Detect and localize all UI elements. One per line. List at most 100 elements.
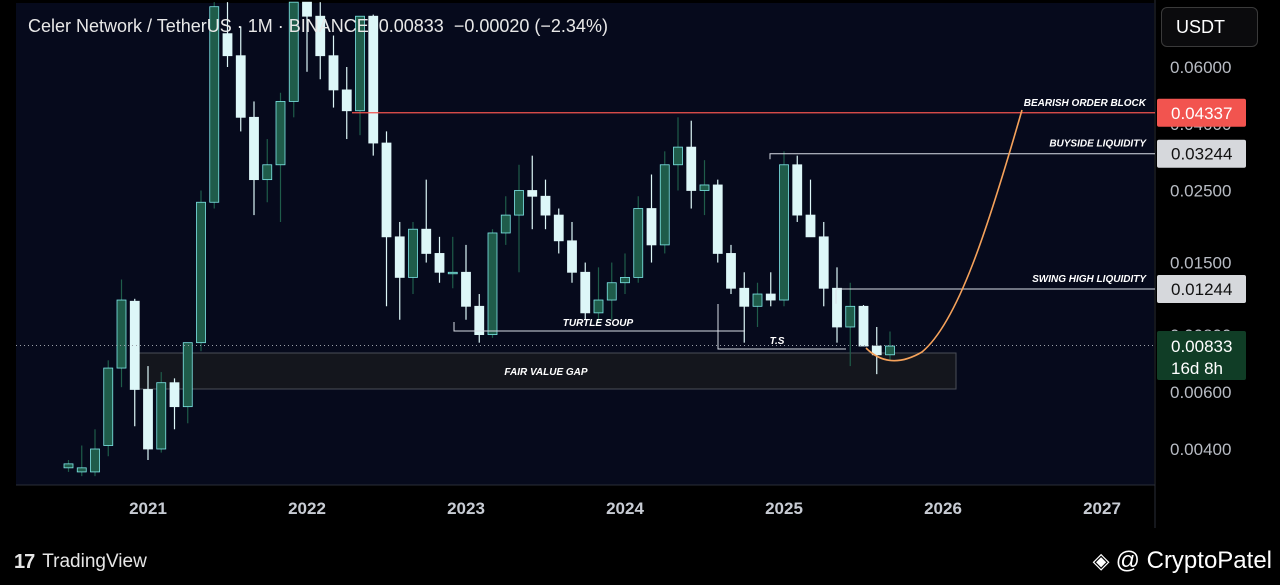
candle xyxy=(235,26,246,132)
candle xyxy=(143,366,153,460)
diamond-icon: ◈ xyxy=(1092,548,1110,573)
candle xyxy=(63,459,74,472)
candle-body xyxy=(818,236,829,289)
candle-body xyxy=(381,142,392,238)
candle xyxy=(461,244,471,320)
candle-body xyxy=(355,15,365,112)
candle xyxy=(779,151,789,307)
candle-body xyxy=(659,164,670,246)
candle-body xyxy=(222,33,233,57)
candle xyxy=(500,196,511,245)
candle xyxy=(196,190,206,352)
candle-body xyxy=(182,342,193,408)
candle-body xyxy=(527,190,538,197)
x-tick-label: 2022 xyxy=(288,499,326,518)
candle xyxy=(845,282,856,367)
candle xyxy=(553,208,564,254)
candle xyxy=(434,236,445,283)
candle xyxy=(646,174,657,263)
price-tag-bearish-order-block-text: 0.04337 xyxy=(1171,104,1232,123)
candle-body xyxy=(646,208,657,246)
candle-body xyxy=(514,190,524,216)
projection-curve xyxy=(865,109,1023,362)
candle xyxy=(712,179,723,263)
current-price-value: 0.00833 xyxy=(1171,337,1232,356)
candle-body xyxy=(752,293,763,307)
candle xyxy=(156,372,167,453)
candle-body xyxy=(726,253,736,289)
candle-body xyxy=(328,55,339,91)
candle xyxy=(394,221,405,320)
candle xyxy=(408,221,418,295)
candle-body xyxy=(673,146,683,166)
candle-body xyxy=(474,305,485,336)
candle xyxy=(686,120,697,209)
candle-body xyxy=(394,236,405,278)
candle-body xyxy=(408,228,418,278)
candle xyxy=(341,67,352,140)
candle-body xyxy=(712,184,723,254)
x-tick-label: 2021 xyxy=(129,499,167,518)
candle-countdown: 16d 8h xyxy=(1171,359,1223,378)
candle-body xyxy=(63,463,74,469)
candle xyxy=(832,267,842,343)
candle-body xyxy=(500,214,511,234)
candle-body xyxy=(209,6,220,203)
buyside-liquidity-line xyxy=(769,153,1155,160)
candle xyxy=(567,221,577,283)
candle xyxy=(871,326,882,375)
tradingview-icon: 17 xyxy=(14,550,35,573)
candle-body xyxy=(288,1,299,102)
fair-value-gap-box xyxy=(135,352,957,390)
candle xyxy=(90,429,100,477)
x-tick-label: 2027 xyxy=(1083,499,1121,518)
label-ts: T.S xyxy=(770,336,785,347)
candle-body xyxy=(169,382,180,408)
x-tick-label: 2024 xyxy=(606,499,644,518)
candle-body xyxy=(885,345,895,356)
candle-body xyxy=(540,195,551,216)
y-tick-label: 0.00600 xyxy=(1170,383,1231,402)
candle xyxy=(593,267,604,323)
ts-line xyxy=(717,304,846,350)
tradingview-logo[interactable]: 17 TradingView xyxy=(14,548,147,576)
candle xyxy=(726,244,736,295)
candle xyxy=(288,1,299,118)
candle xyxy=(606,262,617,320)
candle xyxy=(673,117,683,191)
price-tag-swing-high-liquidity: 0.01244 xyxy=(1157,274,1246,303)
candle-body xyxy=(871,345,882,356)
label-bearish-order-block: BEARISH ORDER BLOCK xyxy=(1024,98,1147,109)
author-credit: ◈ @ CryptoPatel xyxy=(1093,546,1272,576)
candle xyxy=(209,2,220,209)
candle xyxy=(116,279,127,388)
candle xyxy=(182,342,193,424)
candle xyxy=(487,229,498,338)
candle xyxy=(633,196,644,283)
candle xyxy=(302,1,312,72)
price-tag-buyside-liquidity-bg xyxy=(1157,139,1246,168)
candle-body xyxy=(580,271,591,314)
candle xyxy=(699,160,710,216)
candle xyxy=(368,14,379,156)
label-buyside-liquidity: BUYSIDE LIQUIDITY xyxy=(1049,139,1147,150)
candle xyxy=(262,139,273,203)
candle-body xyxy=(341,89,352,112)
candle-body xyxy=(792,164,803,216)
price-chart: BEARISH ORDER BLOCK BUYSIDE LIQUIDITY SWIN… xyxy=(16,0,1246,528)
candle-body xyxy=(593,299,604,314)
candle-body xyxy=(262,164,273,181)
candle-body xyxy=(116,299,127,369)
candle-body xyxy=(553,214,564,242)
candle-body xyxy=(779,164,789,301)
currency-selector-button[interactable]: USDT xyxy=(1161,7,1258,47)
candle-body xyxy=(129,300,140,390)
candle-body xyxy=(633,208,644,278)
x-tick-label: 2023 xyxy=(447,499,485,518)
candle-body xyxy=(845,305,856,328)
candle-body xyxy=(699,184,710,191)
price-tag-swing-high-liquidity-bg xyxy=(1157,274,1246,303)
candle xyxy=(315,2,326,80)
candle-body xyxy=(739,287,750,307)
candle-body xyxy=(686,146,697,191)
